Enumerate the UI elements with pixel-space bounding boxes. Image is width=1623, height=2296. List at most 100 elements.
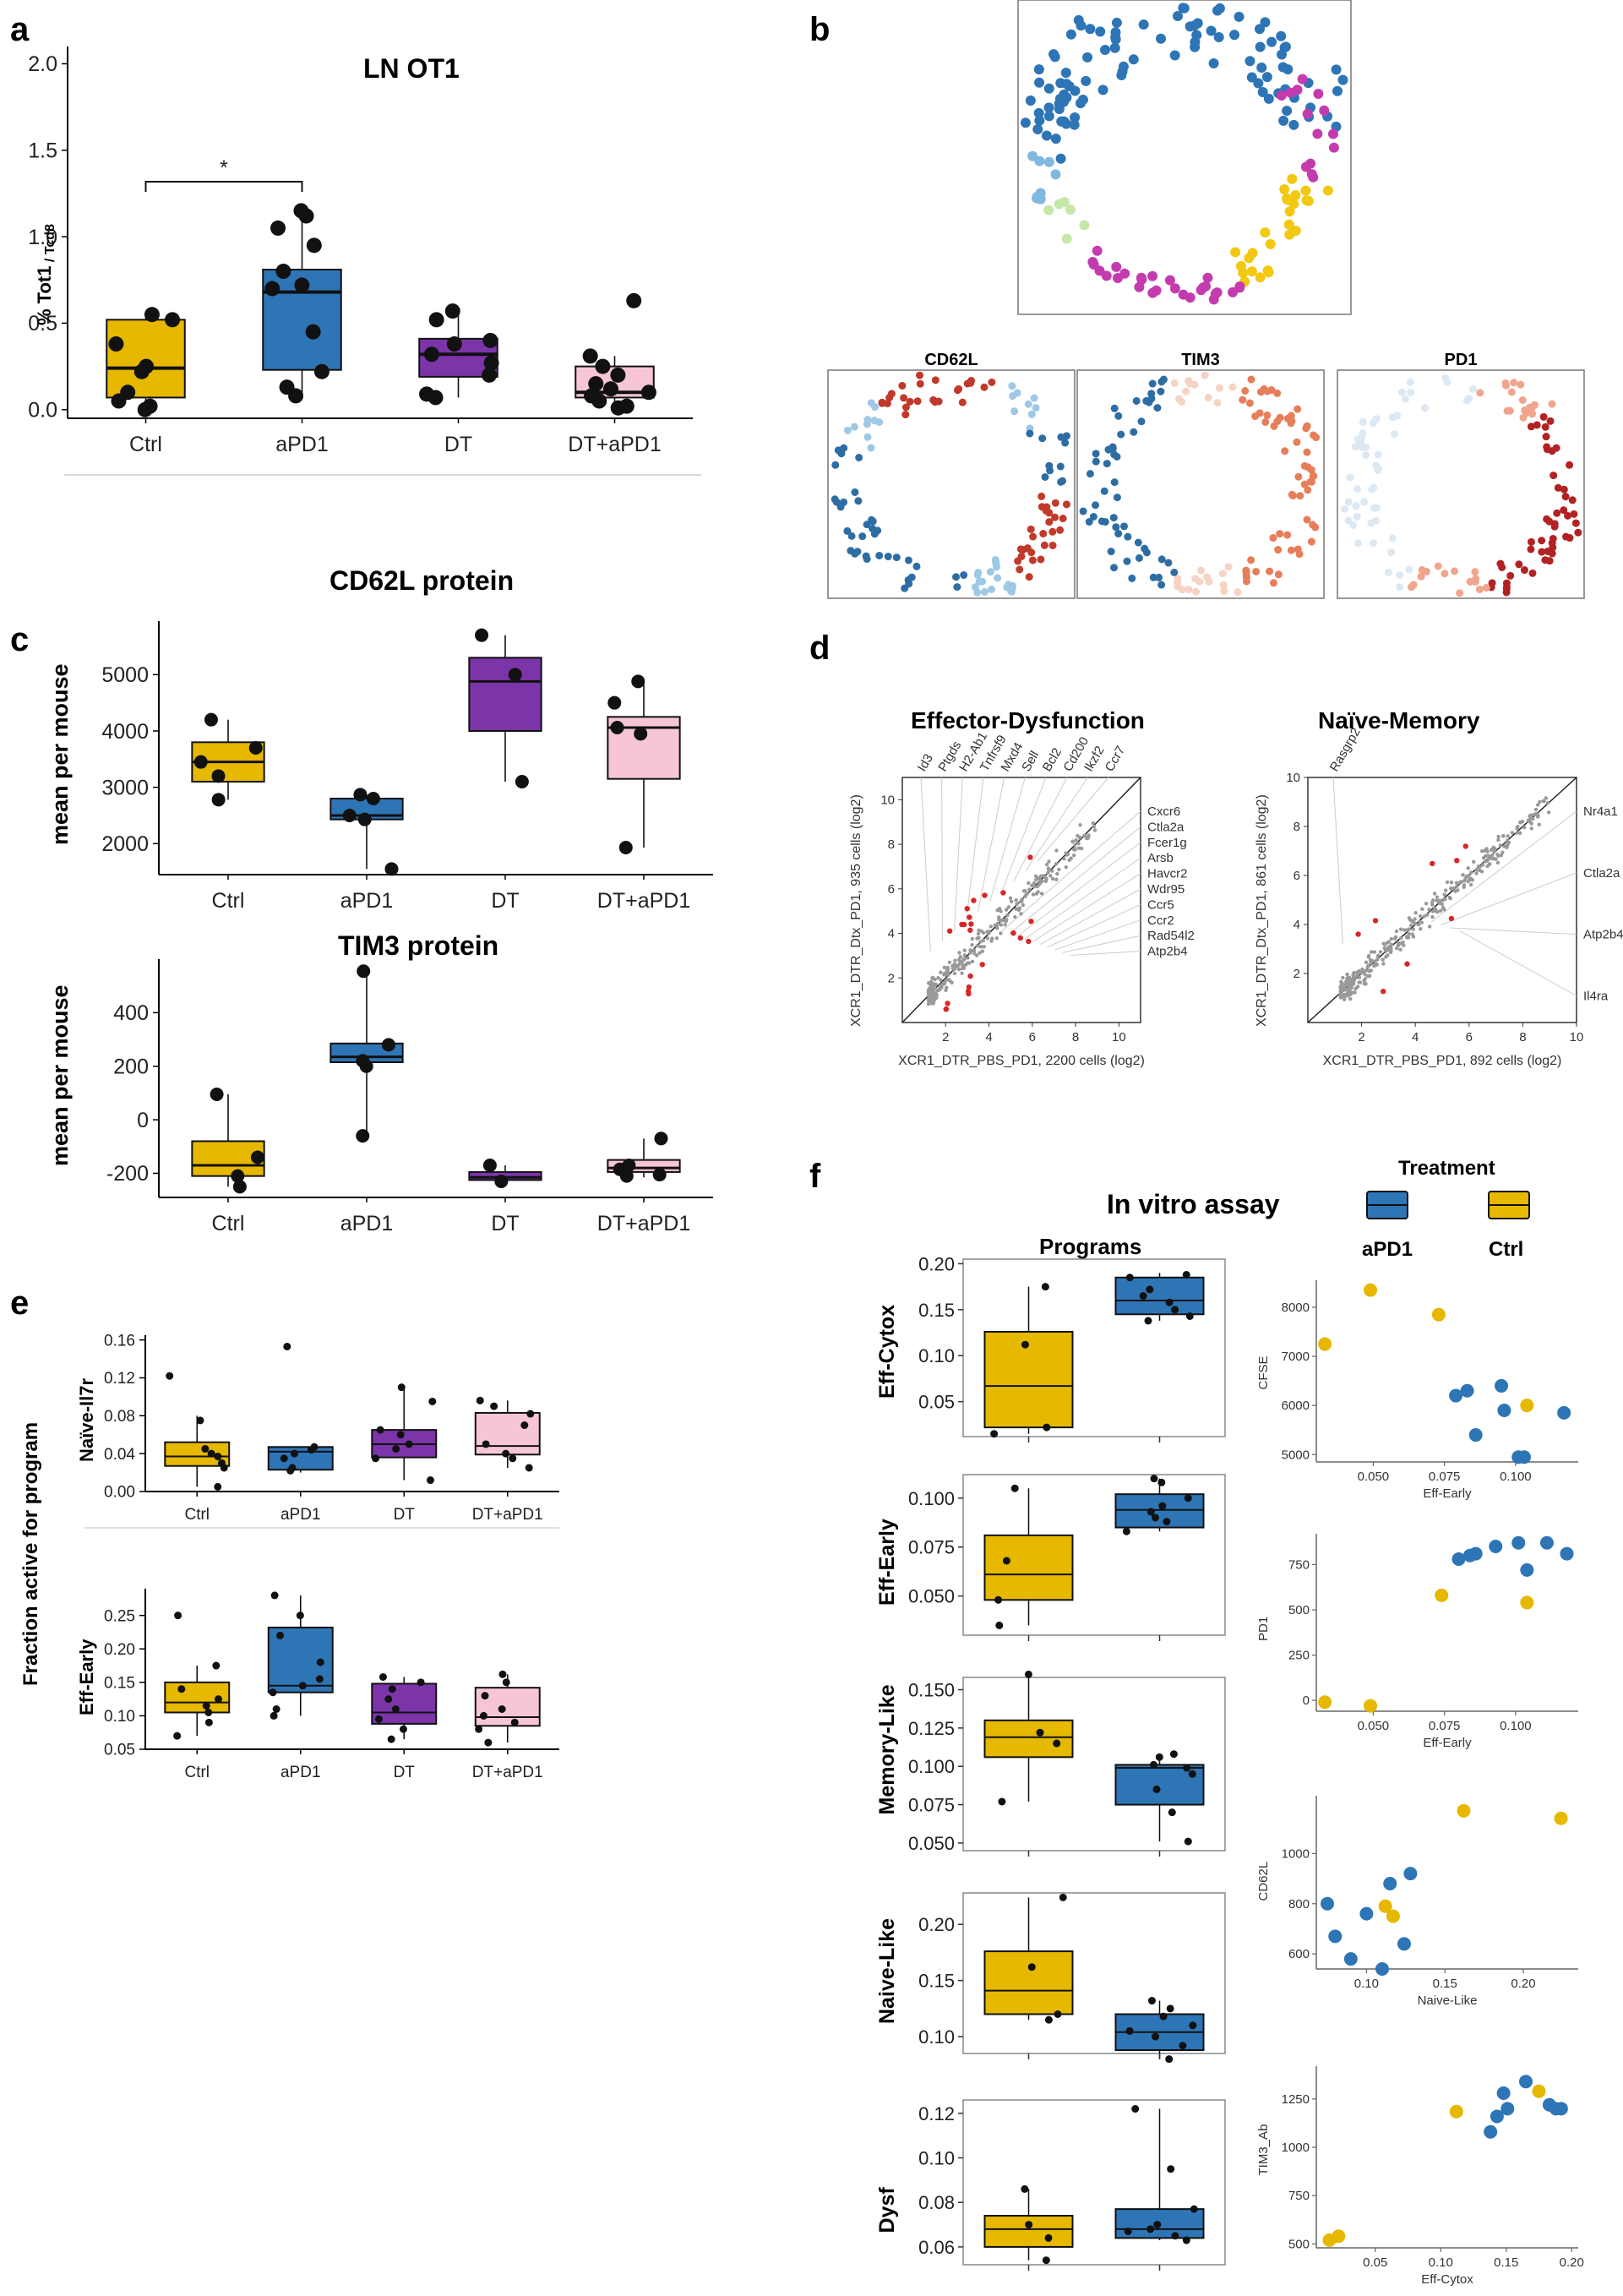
gene-point-highlight (945, 1001, 950, 1006)
gene-point (1030, 883, 1034, 888)
gene-point (1349, 978, 1353, 983)
data-point (1131, 2105, 1140, 2113)
data-point (502, 1449, 510, 1458)
umap-point (1346, 473, 1354, 482)
umap-point-lightgreen (1054, 199, 1065, 210)
legend-label-ctrl: Ctrl (1489, 1238, 1523, 1261)
umap-point-magenta (1169, 283, 1180, 294)
umap-point-yellow (1246, 266, 1257, 277)
data-point (384, 862, 399, 876)
data-point (1190, 2205, 1198, 2213)
gene-point (957, 951, 961, 955)
gene-point (1034, 877, 1038, 882)
box-DT+aPD1 (474, 1411, 541, 1456)
gene-point (942, 973, 946, 977)
umap-point-magenta (1195, 285, 1206, 296)
gene-point (1047, 859, 1051, 864)
umap-point (1307, 466, 1315, 474)
data-point (210, 1088, 224, 1102)
y-tick-label: 0 (1303, 1693, 1310, 1708)
y-tick-label: 6000 (1282, 1399, 1310, 1413)
umap-point-yellow (1260, 227, 1271, 238)
umap-point (1174, 395, 1183, 403)
data-point (353, 788, 368, 802)
umap-point (1128, 574, 1136, 582)
data-point (654, 1132, 668, 1146)
gene-point (1419, 920, 1424, 924)
umap-point (1359, 417, 1367, 426)
y-tick-label: 1000 (1282, 2141, 1310, 2155)
gene-label-right: Ctla2a (1147, 820, 1185, 834)
umap-point (980, 383, 989, 391)
gene-point (1008, 896, 1013, 901)
gene-point (950, 963, 955, 968)
gene-point-highlight (964, 906, 970, 912)
umap-point (1358, 443, 1366, 451)
y-axis-label: PD1 (1256, 1617, 1271, 1641)
gene-point (1428, 924, 1432, 929)
point-apd1 (1451, 1552, 1466, 1566)
y-tick-label: 0.125 (908, 1718, 955, 1739)
data-point (212, 1661, 221, 1670)
gene-point (1398, 927, 1403, 931)
umap-point-blue (1033, 107, 1044, 118)
umap-point (1503, 406, 1511, 415)
umap-point-yellow (1282, 194, 1293, 205)
umap-point-blue (1169, 50, 1180, 61)
umap-point-blue (1332, 85, 1343, 96)
data-point (288, 1464, 297, 1472)
data-point (1151, 1513, 1159, 1522)
umap-point (1352, 443, 1360, 451)
gene-point (1368, 958, 1373, 963)
x-axis-label: XCR1_DTR_PBS_PD1, 2200 cells (log2) (898, 1054, 1145, 1068)
umap-point (1456, 589, 1464, 597)
box-Ctrl (983, 1534, 1074, 1601)
gene-point (1425, 913, 1430, 917)
y-tick-label: 8000 (1282, 1301, 1310, 1315)
umap-point-blue (1069, 119, 1080, 130)
x-tick-label: 4 (1412, 1030, 1419, 1044)
gene-point (945, 969, 950, 974)
umap-point (831, 461, 840, 469)
data-point (482, 332, 498, 348)
umap-point (1261, 417, 1270, 426)
y-axis-label: XCR1_DTR_Dtx_PD1, 935 cells (log2) (849, 794, 863, 1027)
gene-point (1461, 873, 1465, 877)
y-tick-label: 3000 (101, 776, 149, 799)
gene-point (1372, 950, 1377, 954)
data-point (1188, 1770, 1196, 1778)
y-label-sub: / Tcd8 (43, 224, 57, 266)
gene-point (961, 958, 966, 963)
data-point (342, 809, 357, 822)
data-point (1002, 1557, 1010, 1565)
gene-label-right: Ccr2 (1147, 913, 1174, 928)
gene-point (1389, 942, 1394, 946)
umap-point (1039, 530, 1048, 538)
gene-point (1353, 990, 1357, 995)
leader-line (989, 777, 1026, 902)
gene-point (1416, 922, 1421, 927)
x-tick-label: 0.050 (1358, 1470, 1390, 1484)
gene-point (1054, 862, 1059, 866)
gene-point (947, 960, 952, 964)
umap-point-lightblue (1034, 155, 1045, 166)
umap-point (1170, 379, 1179, 387)
point-apd1 (1328, 1929, 1343, 1944)
y-tick-label: 1.5 (28, 139, 57, 163)
umap-point (1465, 395, 1473, 403)
gene-point (1443, 897, 1447, 902)
panel-label-c: c (10, 621, 29, 658)
gene-point-highlight (966, 984, 972, 990)
data-point (640, 384, 656, 401)
umap-point (1560, 485, 1568, 494)
gene-point (1364, 968, 1369, 973)
data-point (1059, 1893, 1067, 1901)
data-point (1053, 1739, 1061, 1748)
gene-point (1479, 870, 1484, 874)
gene-point (1454, 881, 1459, 885)
gene-point (1528, 820, 1533, 824)
x-tick-label: DT (394, 1506, 416, 1524)
gene-point (953, 958, 957, 963)
data-point (622, 1158, 636, 1172)
